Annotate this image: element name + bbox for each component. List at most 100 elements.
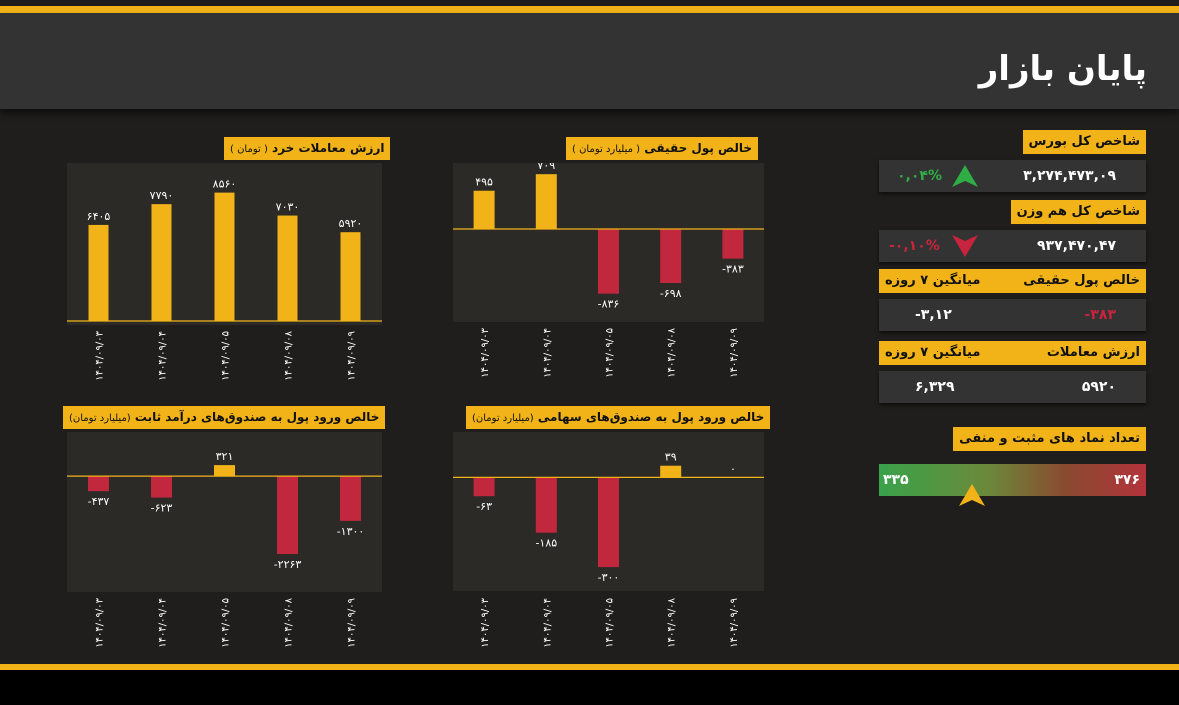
data-label: ۷۰۹: [537, 163, 555, 172]
symbols-gauge: ۳۳۵ ۳۷۶: [879, 464, 1146, 496]
x-tick-label: ۱۴۰۴/۰۹/۰۸: [667, 597, 678, 647]
equal-index-label: شاخص کل هم وزن: [1010, 200, 1146, 224]
footer-bar: [0, 670, 1179, 705]
bar: [340, 232, 361, 321]
page-title: پایان بازار: [978, 49, 1147, 89]
total-index-value: ۳,۲۷۴,۴۷۳,۰۹: [1023, 168, 1116, 184]
total-index-change: ۰,۰۴%: [897, 168, 942, 184]
x-tick-label: ۱۴۰۴/۰۹/۰۹: [729, 328, 740, 378]
chart-fixedincome-box: [67, 432, 382, 592]
bar: [214, 465, 235, 477]
bar: [277, 476, 298, 555]
chart-retail-subtitle: ( تومان ): [230, 144, 268, 155]
data-label: -۳۰۰: [598, 571, 620, 584]
trade-value-header: ارزش معاملات میانگین ۷ روزه: [879, 341, 1146, 365]
chart-retail: ۶۴۰۵ ۱۴۰۴/۰۹/۰۳ ۷۷۹۰ ۱۴۰۴/۰۹/۰۴ ۸۵۶۰ ۱۴۰۴/۰۹/…: [67, 178, 382, 381]
trade-value-avg-label: میانگین ۷ روزه: [885, 345, 981, 360]
chart-retail-title-text: ارزش معاملات خرد: [272, 141, 385, 155]
data-label: -۸۳۶: [598, 298, 620, 311]
bar: [151, 204, 172, 321]
x-tick-label: ۱۴۰۴/۰۹/۰۸: [667, 327, 678, 377]
chart-equity-subtitle: (میلیارد تومان): [472, 413, 534, 424]
data-label: -۴۳۷: [88, 495, 110, 508]
trade-value-avg: ۶,۳۲۹: [915, 379, 955, 395]
chart-realmoney: ۴۹۵ ۱۴۰۴/۰۹/۰۳ ۷۰۹ ۱۴۰۴/۰۹/۰۴ -۸۳۶ ۱۴۰۴/۰۹/۰۵…: [453, 163, 764, 378]
positive-count: ۳۳۵: [883, 472, 909, 488]
bar: [598, 477, 619, 568]
real-money-value: -۳۸۳: [1084, 307, 1116, 323]
data-label: ۷۷۹۰: [150, 189, 174, 202]
data-label: -۱۳۰۰: [337, 525, 365, 538]
x-tick-label: ۱۴۰۴/۰۹/۰۹: [729, 598, 740, 648]
real-money-header: خالص پول حقیقی میانگین ۷ روزه: [879, 269, 1146, 293]
bar: [535, 174, 557, 230]
data-label: -۲۲۶۳: [274, 558, 302, 571]
equal-index-change: -۰,۱۰%: [889, 238, 940, 254]
bottom-accent-line: [0, 664, 1179, 670]
data-label: ۰: [730, 462, 736, 475]
x-tick-label: ۱۴۰۴/۰۹/۰۳: [95, 597, 106, 647]
chart-realmoney-title: خالص پول حقیقی ( میلیارد تومان ): [566, 137, 759, 160]
bar: [473, 477, 495, 497]
bar: [660, 229, 682, 284]
x-tick-label: ۱۴۰۴/۰۹/۰۴: [542, 328, 553, 378]
x-tick-label: ۱۴۰۴/۰۹/۰۹: [347, 331, 358, 381]
data-label: ۷۰۳۰: [276, 201, 300, 214]
bar: [151, 476, 172, 498]
bar: [88, 224, 109, 321]
bar: [473, 190, 495, 230]
bar: [277, 215, 298, 321]
chart-equity-title: خالص ورود پول به صندوق‌های سهامی (میلیار…: [466, 406, 771, 429]
equal-index-value: ۹۳۷,۴۷۰,۴۷: [1037, 238, 1116, 254]
top-accent-line: [0, 6, 1179, 13]
bar: [214, 192, 235, 321]
bar: [598, 229, 619, 294]
real-money-avg: -۳,۱۲: [915, 307, 952, 323]
x-tick-label: ۱۴۰۴/۰۹/۰۸: [284, 597, 295, 647]
chart-equity: -۶۳ ۱۴۰۴/۰۹/۰۳ -۱۸۵ ۱۴۰۴/۰۹/۰۴ -۳۰۰ ۱۴۰۴/۰۹/۰…: [453, 451, 764, 648]
x-tick-label: ۱۴۰۴/۰۹/۰۸: [284, 330, 295, 380]
bar: [88, 476, 109, 492]
bar: [722, 229, 744, 259]
real-money-label: خالص پول حقیقی: [1023, 273, 1140, 288]
data-label: ۶۴۰۵: [87, 210, 111, 223]
data-label: -۳۸۳: [722, 263, 744, 276]
chart-realmoney-title-text: خالص پول حقیقی: [644, 141, 753, 155]
real-money-row: -۳۸۳ -۳,۱۲: [879, 299, 1146, 331]
chart-realmoney-subtitle: ( میلیارد تومان ): [572, 144, 641, 155]
x-tick-label: ۱۴۰۴/۰۹/۰۵: [221, 598, 232, 648]
chart-retail-title: ارزش معاملات خرد ( تومان ): [224, 137, 391, 160]
x-tick-label: ۱۴۰۴/۰۹/۰۳: [480, 597, 491, 647]
data-label: ۵۹۲۰: [339, 217, 363, 230]
x-tick-label: ۱۴۰۴/۰۹/۰۳: [480, 327, 491, 377]
trade-value-value: ۵۹۲۰: [1081, 379, 1116, 395]
chart-fixedincome-subtitle: (میلیارد تومان): [69, 413, 131, 424]
trade-value-label: ارزش معاملات: [1046, 345, 1140, 360]
data-label: -۶۲۳: [151, 502, 173, 515]
bar: [340, 476, 361, 521]
arrow-down-icon: [952, 235, 978, 257]
chart-equity-title-text: خالص ورود پول به صندوق‌های سهامی: [537, 410, 765, 424]
chart-fixedincome-title: خالص ورود پول به صندوق‌های درآمد ثابت (م…: [63, 406, 386, 429]
trade-value-row: ۵۹۲۰ ۶,۳۲۹: [879, 371, 1146, 403]
chart-fixedincome: -۴۳۷ ۱۴۰۴/۰۹/۰۳ -۶۲۳ ۱۴۰۴/۰۹/۰۴ ۳۲۱ ۱۴۰۴/۰۹/۰…: [67, 450, 382, 648]
header-bar: پایان بازار: [0, 13, 1179, 110]
x-tick-label: ۱۴۰۴/۰۹/۰۴: [158, 598, 169, 648]
x-tick-label: ۱۴۰۴/۰۹/۰۳: [95, 330, 106, 380]
chart-fixedincome-title-text: خالص ورود پول به صندوق‌های درآمد ثابت: [134, 410, 380, 424]
x-tick-label: ۱۴۰۴/۰۹/۰۹: [347, 598, 358, 648]
negative-count: ۳۷۶: [1114, 472, 1140, 488]
data-label: ۳۹: [665, 451, 677, 464]
data-label: -۶۳: [476, 500, 492, 513]
x-tick-label: ۱۴۰۴/۰۹/۰۵: [605, 328, 616, 378]
total-index-row: ۳,۲۷۴,۴۷۳,۰۹ ۰,۰۴%: [879, 160, 1146, 192]
data-label: ۸۵۶۰: [213, 178, 237, 191]
x-tick-label: ۱۴۰۴/۰۹/۰۵: [221, 331, 232, 381]
symbols-label: تعداد نماد های مثبت و منفی: [953, 427, 1146, 451]
bar: [660, 465, 682, 478]
arrow-up-icon: [952, 165, 978, 187]
data-label: ۳۲۱: [216, 450, 234, 463]
gauge-marker-icon: [958, 484, 985, 506]
equal-index-row: ۹۳۷,۴۷۰,۴۷ -۰,۱۰%: [879, 230, 1146, 262]
data-label: ۴۹۵: [475, 176, 493, 189]
